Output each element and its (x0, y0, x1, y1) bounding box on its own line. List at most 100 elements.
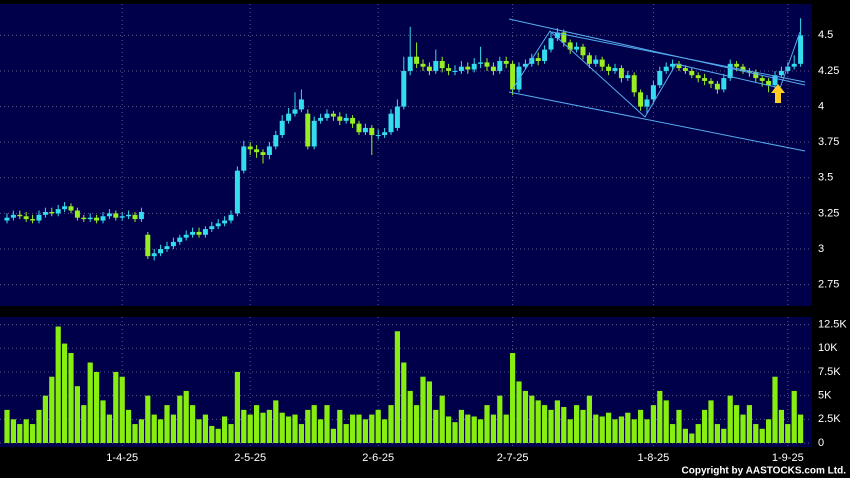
candle-body (670, 63, 676, 67)
candle-body (106, 213, 112, 217)
candle-body (330, 113, 336, 117)
volume-bar (49, 376, 55, 443)
volume-bar (554, 400, 560, 443)
candle-body (727, 63, 733, 79)
volume-bar (567, 419, 573, 443)
candle-body (522, 63, 528, 67)
candle-body (158, 249, 164, 254)
volume-bar (433, 409, 439, 443)
volume-bar (330, 428, 336, 443)
volume-tick-label: 5K (818, 390, 832, 402)
volume-bar (74, 386, 80, 443)
volume-bar (599, 416, 605, 443)
volume-bar (177, 395, 183, 443)
candle-body (254, 149, 260, 153)
candle-body (554, 32, 560, 39)
candle-body (337, 116, 343, 121)
volume-bar (254, 405, 260, 443)
volume-bar (151, 414, 157, 443)
volume-bar (638, 409, 644, 443)
candle-body (778, 70, 784, 76)
candle-body (433, 60, 439, 71)
volume-bar (644, 419, 650, 443)
candle-body (676, 63, 682, 69)
volume-bar (676, 409, 682, 443)
volume-bar (439, 395, 445, 443)
candle-body (324, 113, 330, 118)
candle-body (650, 85, 656, 100)
volume-bar (42, 395, 48, 443)
candle-body (420, 63, 426, 67)
volume-tick-label: 10K (818, 342, 838, 354)
candle-body (228, 214, 234, 221)
x-tick-label: 1-9-25 (772, 452, 804, 464)
candle-body (234, 170, 240, 214)
volume-bar (260, 412, 266, 443)
volume-bar (695, 424, 701, 443)
candle-body (164, 246, 170, 250)
candle-body (695, 75, 701, 79)
candle-body (746, 70, 752, 73)
volume-bar (164, 405, 170, 443)
volume-bar (714, 424, 720, 443)
volume-bar (746, 405, 752, 443)
volume-bar (420, 376, 426, 443)
candle-body (484, 62, 490, 67)
volume-bar (759, 428, 765, 443)
volume-bar (612, 419, 618, 443)
volume-bar (343, 424, 349, 443)
candle-body (542, 49, 548, 61)
candle-body (689, 70, 695, 76)
y-tick-label: 3.5 (818, 172, 833, 184)
candle-body (548, 38, 554, 50)
volume-bar (657, 390, 663, 443)
volume-bar (753, 424, 759, 443)
candle-body (215, 223, 221, 227)
candle-body (612, 68, 618, 71)
candle-body (593, 59, 599, 64)
candle-body (241, 146, 247, 171)
candle-body (55, 209, 61, 214)
volume-bar (273, 400, 279, 443)
channel-upper (508, 18, 806, 86)
x-tick-label: 1-8-25 (638, 452, 670, 464)
candle-body (68, 206, 74, 211)
candle-body (350, 117, 356, 124)
volume-bar (574, 405, 580, 443)
volume-bar (266, 409, 272, 443)
volume-tick-label: 0 (818, 437, 824, 449)
volume-bar (350, 414, 356, 443)
candle-body (714, 83, 720, 90)
candle-body (81, 217, 87, 220)
volume-bar (561, 407, 567, 443)
volume-bar (362, 419, 368, 443)
volume-bar (458, 409, 464, 443)
signal-arrow (771, 84, 785, 103)
candle-body (87, 217, 93, 220)
volume-bar (631, 419, 637, 443)
candle-body (439, 60, 445, 69)
candle-body (414, 56, 420, 64)
volume-bar (586, 395, 592, 443)
volume-bar (618, 416, 624, 443)
candle-body (721, 78, 727, 90)
candle-body (580, 46, 586, 56)
candle-body (126, 214, 132, 217)
zigzag (511, 30, 801, 118)
candle-body (599, 59, 605, 67)
volume-bar (305, 409, 311, 443)
volume-bar (490, 414, 496, 443)
candle-body (362, 127, 368, 133)
candle-body (138, 211, 144, 220)
candle-body (222, 220, 228, 224)
volume-bar (529, 395, 535, 443)
candle-body (426, 66, 432, 71)
candle-body (177, 237, 183, 242)
candle-body (740, 66, 746, 71)
candle-body (113, 213, 119, 218)
candle-body (638, 92, 644, 107)
volume-bar (202, 414, 208, 443)
volume-bar (190, 405, 196, 443)
